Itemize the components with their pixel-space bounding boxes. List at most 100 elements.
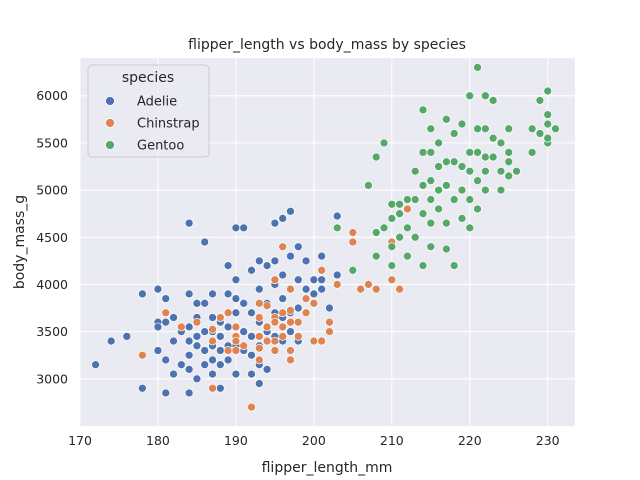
data-points [91,63,560,412]
data-point [231,336,241,346]
data-point [176,322,186,332]
data-point [364,181,373,190]
data-point [169,369,178,379]
data-point [473,176,482,186]
data-point [348,228,358,237]
data-point [504,148,514,157]
data-point [395,209,404,219]
data-point [208,336,217,346]
data-point [239,341,249,351]
data-point [262,261,272,270]
data-point [481,124,490,134]
data-point [496,185,506,195]
data-point [184,289,194,299]
data-point [200,237,210,247]
data-point [301,308,311,318]
legend-title: species [122,70,174,86]
legend-items: Adelie Chinstrap Gentoo [105,95,200,154]
data-point [364,280,373,289]
data-point [434,162,443,171]
data-point [426,195,436,204]
data-point [403,251,412,261]
data-point [247,350,256,360]
y-tick-label: 4500 [36,230,68,245]
data-point [504,124,514,134]
data-point [465,223,475,233]
data-point [527,124,537,134]
data-point [184,336,194,346]
data-point [418,148,428,157]
data-point [371,251,381,261]
data-point [247,402,256,412]
data-point [200,327,210,336]
data-point [192,374,202,384]
data-point [543,110,553,119]
data-point [418,209,428,219]
data-point [270,336,280,346]
data-point [442,157,451,167]
data-point [465,166,475,176]
data-point [231,294,241,303]
data-point [488,152,498,162]
data-point [395,232,404,242]
data-point [215,313,225,322]
data-point [184,365,194,374]
data-point [426,242,436,252]
data-point [449,261,459,270]
data-point [286,306,295,315]
data-point [286,327,295,336]
x-tick-label: 200 [302,433,326,448]
data-point [270,218,280,228]
data-point [278,294,288,303]
data-point [543,119,553,129]
data-point [215,332,225,341]
data-point [387,199,397,209]
data-point [223,346,233,355]
legend-marker [105,140,115,150]
data-point [371,228,381,237]
data-point [387,242,397,252]
data-point [286,206,295,216]
legend-label: Gentoo [137,139,184,154]
data-point [387,275,397,285]
legend-box [87,64,210,158]
data-point [332,211,342,221]
data-point [278,270,288,280]
data-point [457,162,467,171]
data-point [239,327,249,336]
data-point [254,379,264,388]
data-point [270,346,280,355]
x-axis-label: flipper_length_mm [262,460,393,476]
data-point [488,96,498,105]
legend: species Adelie Chinstrap Gentoo [87,64,210,158]
data-point [231,223,241,233]
data-point [325,317,334,327]
data-point [254,298,264,308]
x-tick-label: 190 [224,433,248,448]
data-point [247,265,256,275]
data-point [138,350,147,360]
data-point [504,157,514,167]
data-point [348,237,358,247]
data-point [387,214,397,223]
data-point [481,185,490,195]
data-point [184,322,194,332]
y-tick-label: 4000 [36,277,68,292]
series-chinstrap [138,204,412,412]
data-point [410,195,420,204]
data-point [527,148,537,157]
data-point [301,256,311,266]
data-point [379,138,389,148]
data-point [239,223,249,233]
data-point [184,218,194,228]
legend-marker [105,118,115,128]
data-point [426,124,436,134]
data-point [153,346,163,355]
data-point [153,284,163,294]
data-point [403,204,412,214]
data-point [231,308,241,318]
data-point [481,166,490,176]
data-point [442,244,451,254]
data-point [208,369,217,379]
